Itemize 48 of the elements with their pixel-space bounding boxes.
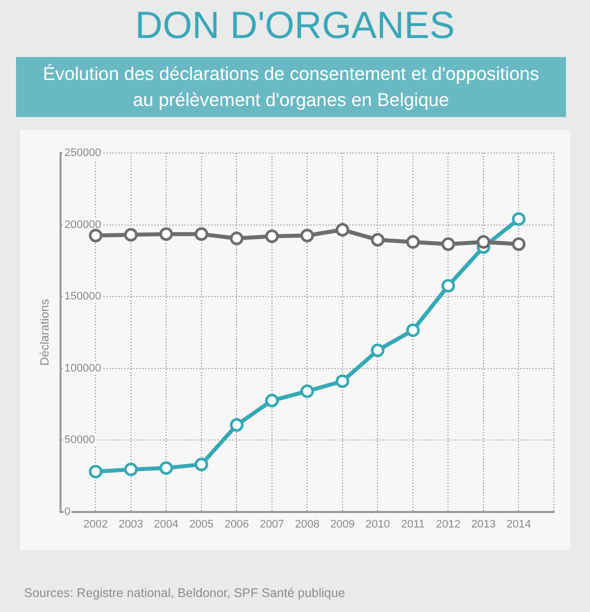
point bbox=[88, 228, 102, 242]
point bbox=[300, 228, 314, 242]
point bbox=[265, 229, 279, 244]
x-tick-label: 2002 bbox=[83, 518, 108, 530]
point bbox=[406, 323, 420, 338]
point bbox=[300, 384, 314, 398]
y-tick-label: 0 bbox=[64, 506, 71, 518]
x-tick-label: 2013 bbox=[471, 518, 496, 530]
x-tick-label: 2004 bbox=[154, 518, 178, 530]
x-tick-label: 2008 bbox=[294, 518, 320, 530]
point bbox=[406, 235, 420, 249]
x-tick-label: 2011 bbox=[401, 518, 425, 530]
point bbox=[512, 212, 526, 226]
x-tick-label: 2012 bbox=[436, 518, 460, 530]
y-tick-label: 150000 bbox=[64, 290, 102, 303]
point bbox=[441, 237, 456, 251]
point bbox=[230, 418, 244, 432]
point bbox=[265, 394, 279, 408]
point bbox=[124, 462, 138, 476]
y-tick-label: 250000 bbox=[64, 147, 102, 160]
x-tick-label: 2006 bbox=[224, 518, 249, 530]
point bbox=[194, 458, 208, 472]
point bbox=[441, 278, 456, 293]
point bbox=[512, 237, 526, 251]
point bbox=[159, 461, 173, 475]
point bbox=[88, 464, 102, 478]
x-tick-label: 2010 bbox=[365, 518, 390, 530]
source-note: Sources: Registre national, Beldonor, SPF Santé publique bbox=[24, 586, 346, 600]
point bbox=[370, 344, 385, 358]
point bbox=[336, 374, 350, 388]
point bbox=[230, 232, 244, 246]
y-tick-label: 100000 bbox=[64, 362, 102, 374]
point bbox=[476, 235, 490, 249]
x-tick-label: 2014 bbox=[506, 518, 531, 530]
y-tick-label: 200000 bbox=[64, 218, 102, 231]
x-tick-label: 2003 bbox=[118, 518, 144, 530]
point bbox=[194, 227, 208, 241]
chart-subtitle: Évolution des déclarations de consentement et d'oppositions au prélèvement d'organes en Belgique bbox=[16, 57, 566, 117]
y-tick-label: 50000 bbox=[64, 434, 95, 446]
x-tick-label: 2007 bbox=[260, 518, 284, 530]
point bbox=[124, 228, 138, 242]
point bbox=[370, 233, 385, 247]
point bbox=[336, 222, 350, 237]
x-tick-label: 2005 bbox=[189, 518, 214, 530]
chart-title: DON D'ORGANES bbox=[134, 4, 456, 48]
point bbox=[159, 227, 173, 241]
y-axis-title: Déclarations bbox=[38, 299, 52, 366]
x-tick-label: 2009 bbox=[330, 518, 355, 530]
